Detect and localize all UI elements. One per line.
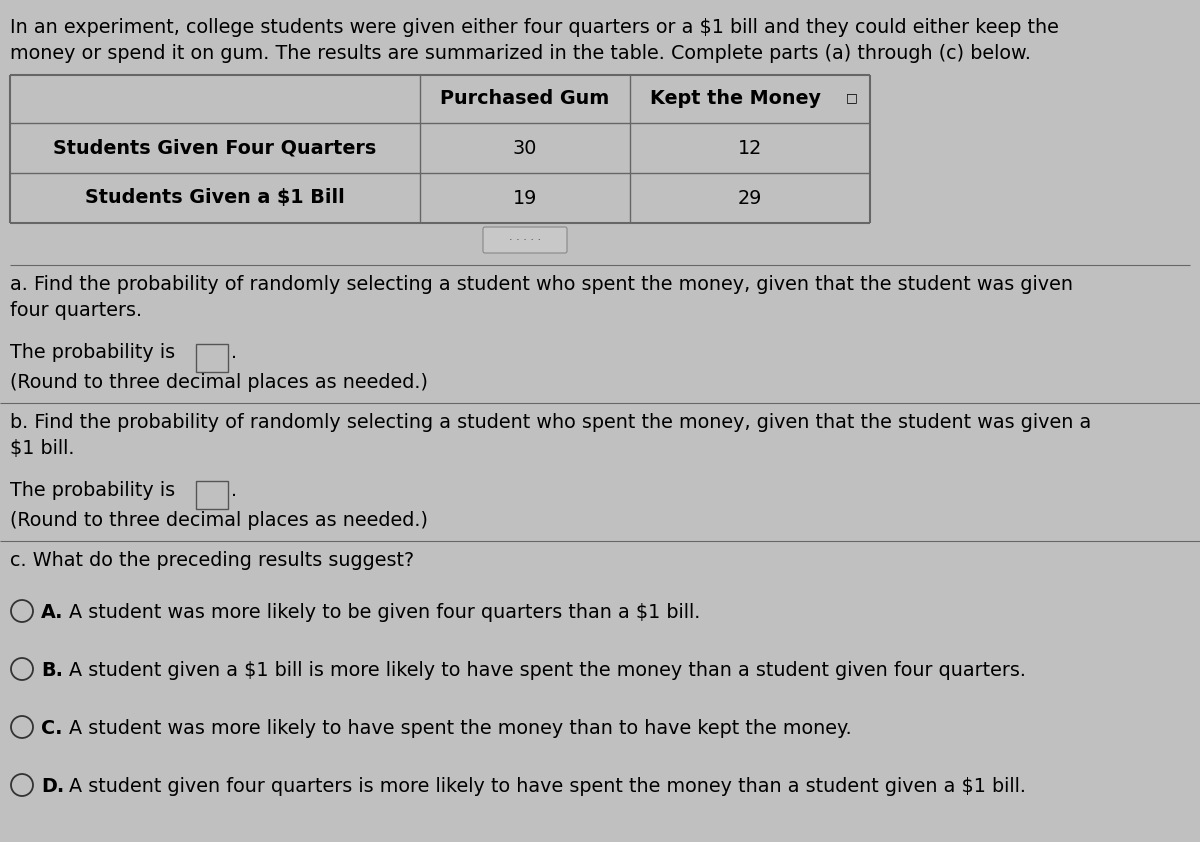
Text: Students Given a $1 Bill: Students Given a $1 Bill [85,189,344,207]
Text: (Round to three decimal places as needed.): (Round to three decimal places as needed… [10,511,428,530]
Text: The probability is: The probability is [10,343,175,362]
Text: a. Find the probability of randomly selecting a student who spent the money, giv: a. Find the probability of randomly sele… [10,275,1073,294]
Text: C.: C. [41,719,62,738]
Bar [196,344,228,372]
Text: (Round to three decimal places as needed.): (Round to three decimal places as needed… [10,373,428,392]
Text: Kept the Money: Kept the Money [649,89,821,109]
Text: A student was more likely to be given four quarters than a $1 bill.: A student was more likely to be given fo… [70,603,701,622]
Text: · · · · ·: · · · · · [509,235,541,245]
Text: four quarters.: four quarters. [10,301,142,320]
Text: Students Given Four Quarters: Students Given Four Quarters [53,138,377,157]
Text: Purchased Gum: Purchased Gum [440,89,610,109]
Text: 30: 30 [512,138,538,157]
Text: D.: D. [41,777,65,796]
Text: A student was more likely to have spent the money than to have kept the money.: A student was more likely to have spent … [70,719,852,738]
Text: A student given four quarters is more likely to have spent the money than a stud: A student given four quarters is more li… [70,777,1026,796]
Text: The probability is: The probability is [10,481,175,500]
Text: b. Find the probability of randomly selecting a student who spent the money, giv: b. Find the probability of randomly sele… [10,413,1091,432]
Text: A student given a $1 bill is more likely to have spent the money than a student : A student given a $1 bill is more likely… [70,661,1026,680]
Text: .: . [230,343,238,362]
Text: In an experiment, college students were given either four quarters or a $1 bill : In an experiment, college students were … [10,18,1058,37]
Text: $1 bill.: $1 bill. [10,439,74,458]
Text: 29: 29 [738,189,762,207]
Text: c. What do the preceding results suggest?: c. What do the preceding results suggest… [10,551,414,570]
Text: □: □ [846,92,858,104]
Text: B.: B. [41,661,64,680]
Text: 12: 12 [738,138,762,157]
Text: 19: 19 [512,189,538,207]
Text: .: . [230,481,238,500]
FancyBboxPatch shape [482,227,568,253]
Text: money or spend it on gum. The results are summarized in the table. Complete part: money or spend it on gum. The results ar… [10,44,1031,63]
Bar [196,481,228,509]
Text: A.: A. [41,603,64,622]
